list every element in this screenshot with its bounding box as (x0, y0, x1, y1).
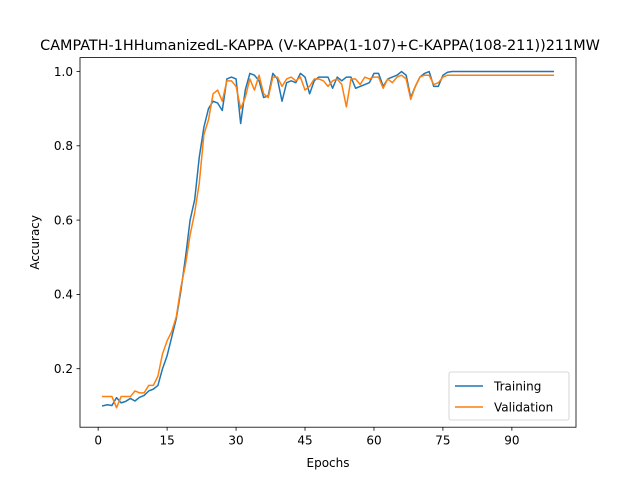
y-tick-label: 0.8 (54, 139, 73, 153)
plot-frame (79, 57, 577, 428)
x-axis-label: Epochs (307, 456, 350, 470)
series-layer (101, 70, 554, 409)
legend-label-validation: Validation (494, 401, 553, 415)
x-tick-label: 0 (94, 434, 102, 448)
x-tick-label: 60 (366, 434, 381, 448)
y-tick-label: 1.0 (54, 65, 73, 79)
legend-label-training: Training (493, 380, 541, 394)
y-axis-label: Accuracy (28, 215, 42, 270)
y-tick-label: 0.2 (54, 362, 73, 376)
x-tick-label: 90 (504, 434, 519, 448)
x-tick-label: 45 (297, 434, 312, 448)
axes-layer: 0 15 30 45 60 75 90 0.2 0.4 0.6 0.8 1.0 (54, 65, 520, 448)
series-line-training (101, 70, 554, 407)
x-tick-label: 30 (228, 434, 243, 448)
y-tick-label: 0.4 (54, 288, 73, 302)
y-tick-label: 0.6 (54, 213, 73, 227)
legend-frame (448, 371, 570, 421)
chart-title: CAMPATH-1HHumanizedL-KAPPA (V-KAPPA(1-10… (40, 38, 600, 54)
series-line-validation (102, 74, 554, 409)
x-tick-label: 75 (435, 434, 450, 448)
legend: Training Validation (448, 371, 570, 421)
x-tick-label: 15 (159, 434, 174, 448)
